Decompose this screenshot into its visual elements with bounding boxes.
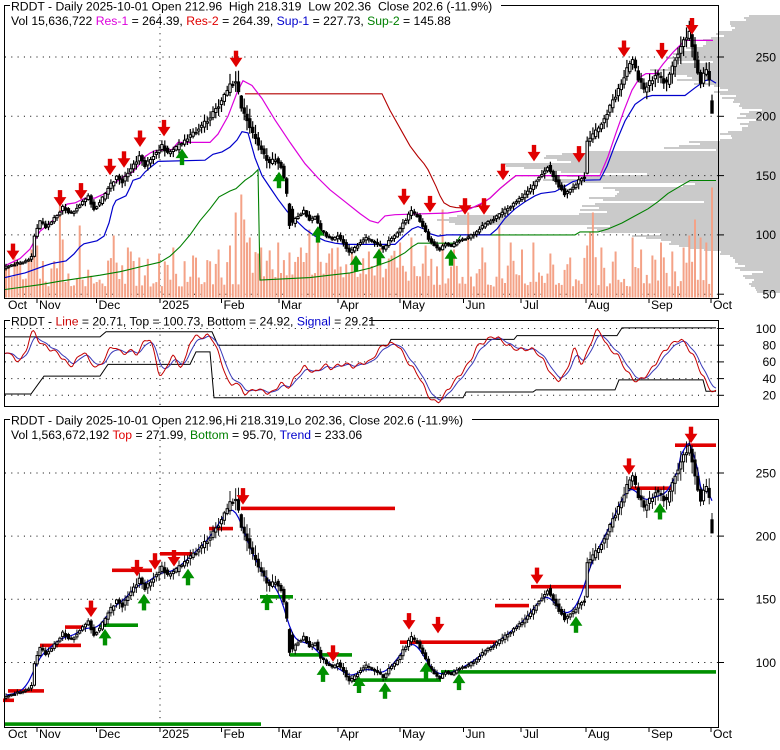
svg-text:Jun: Jun	[466, 298, 486, 312]
svg-text:Apr: Apr	[340, 298, 359, 312]
svg-text:200: 200	[756, 110, 777, 124]
svg-text:100: 100	[756, 228, 777, 242]
svg-text:20: 20	[762, 389, 776, 403]
svg-text:100: 100	[756, 322, 777, 336]
svg-text:100: 100	[756, 656, 777, 670]
svg-text:Oct: Oct	[8, 727, 28, 741]
svg-text:Jun: Jun	[466, 727, 486, 741]
svg-text:40: 40	[762, 372, 776, 386]
svg-text:Vol 1,563,672,192 Top = 271.99: Vol 1,563,672,192 Top = 271.99, Bottom =…	[11, 428, 362, 442]
svg-text:Oct: Oct	[713, 727, 733, 741]
svg-text:50: 50	[762, 288, 776, 302]
svg-text:Mar: Mar	[281, 727, 302, 741]
svg-text:RDDT - Line = 20.71, Top = 100: RDDT - Line = 20.71, Top = 100.73, Botto…	[11, 315, 375, 329]
svg-text:Jul: Jul	[523, 727, 539, 741]
svg-text:200: 200	[756, 529, 777, 543]
svg-text:Mar: Mar	[281, 298, 302, 312]
svg-text:Nov: Nov	[39, 727, 62, 741]
svg-text:250: 250	[756, 50, 777, 64]
svg-text:Aug: Aug	[588, 727, 610, 741]
svg-text:80: 80	[762, 339, 776, 353]
svg-text:Oct: Oct	[8, 298, 28, 312]
svg-text:RDDT - Daily 2025-10-01 Open 2: RDDT - Daily 2025-10-01 Open 212.96,Hi 2…	[11, 414, 463, 428]
svg-text:Dec: Dec	[99, 298, 121, 312]
svg-text:Dec: Dec	[99, 727, 121, 741]
svg-text:Feb: Feb	[224, 298, 245, 312]
svg-text:RDDT - Daily 2025-10-01 Open 2: RDDT - Daily 2025-10-01 Open 212.96 High…	[11, 0, 492, 14]
svg-text:May: May	[402, 727, 426, 741]
svg-text:250: 250	[756, 466, 777, 480]
svg-text:2025: 2025	[162, 298, 189, 312]
svg-text:Vol 15,636,722 Res-1 = 264.39,: Vol 15,636,722 Res-1 = 264.39, Res-2 = 2…	[11, 14, 451, 28]
svg-text:2025: 2025	[162, 727, 189, 741]
svg-text:150: 150	[756, 169, 777, 183]
svg-text:Sep: Sep	[651, 727, 673, 741]
svg-text:May: May	[402, 298, 426, 312]
svg-text:Apr: Apr	[340, 727, 359, 741]
svg-text:Oct: Oct	[713, 298, 733, 312]
svg-text:Jul: Jul	[523, 298, 539, 312]
svg-text:Feb: Feb	[224, 727, 245, 741]
svg-text:Sep: Sep	[651, 298, 673, 312]
svg-text:150: 150	[756, 593, 777, 607]
svg-text:Aug: Aug	[588, 298, 610, 312]
svg-text:60: 60	[762, 355, 776, 369]
svg-text:Nov: Nov	[39, 298, 62, 312]
